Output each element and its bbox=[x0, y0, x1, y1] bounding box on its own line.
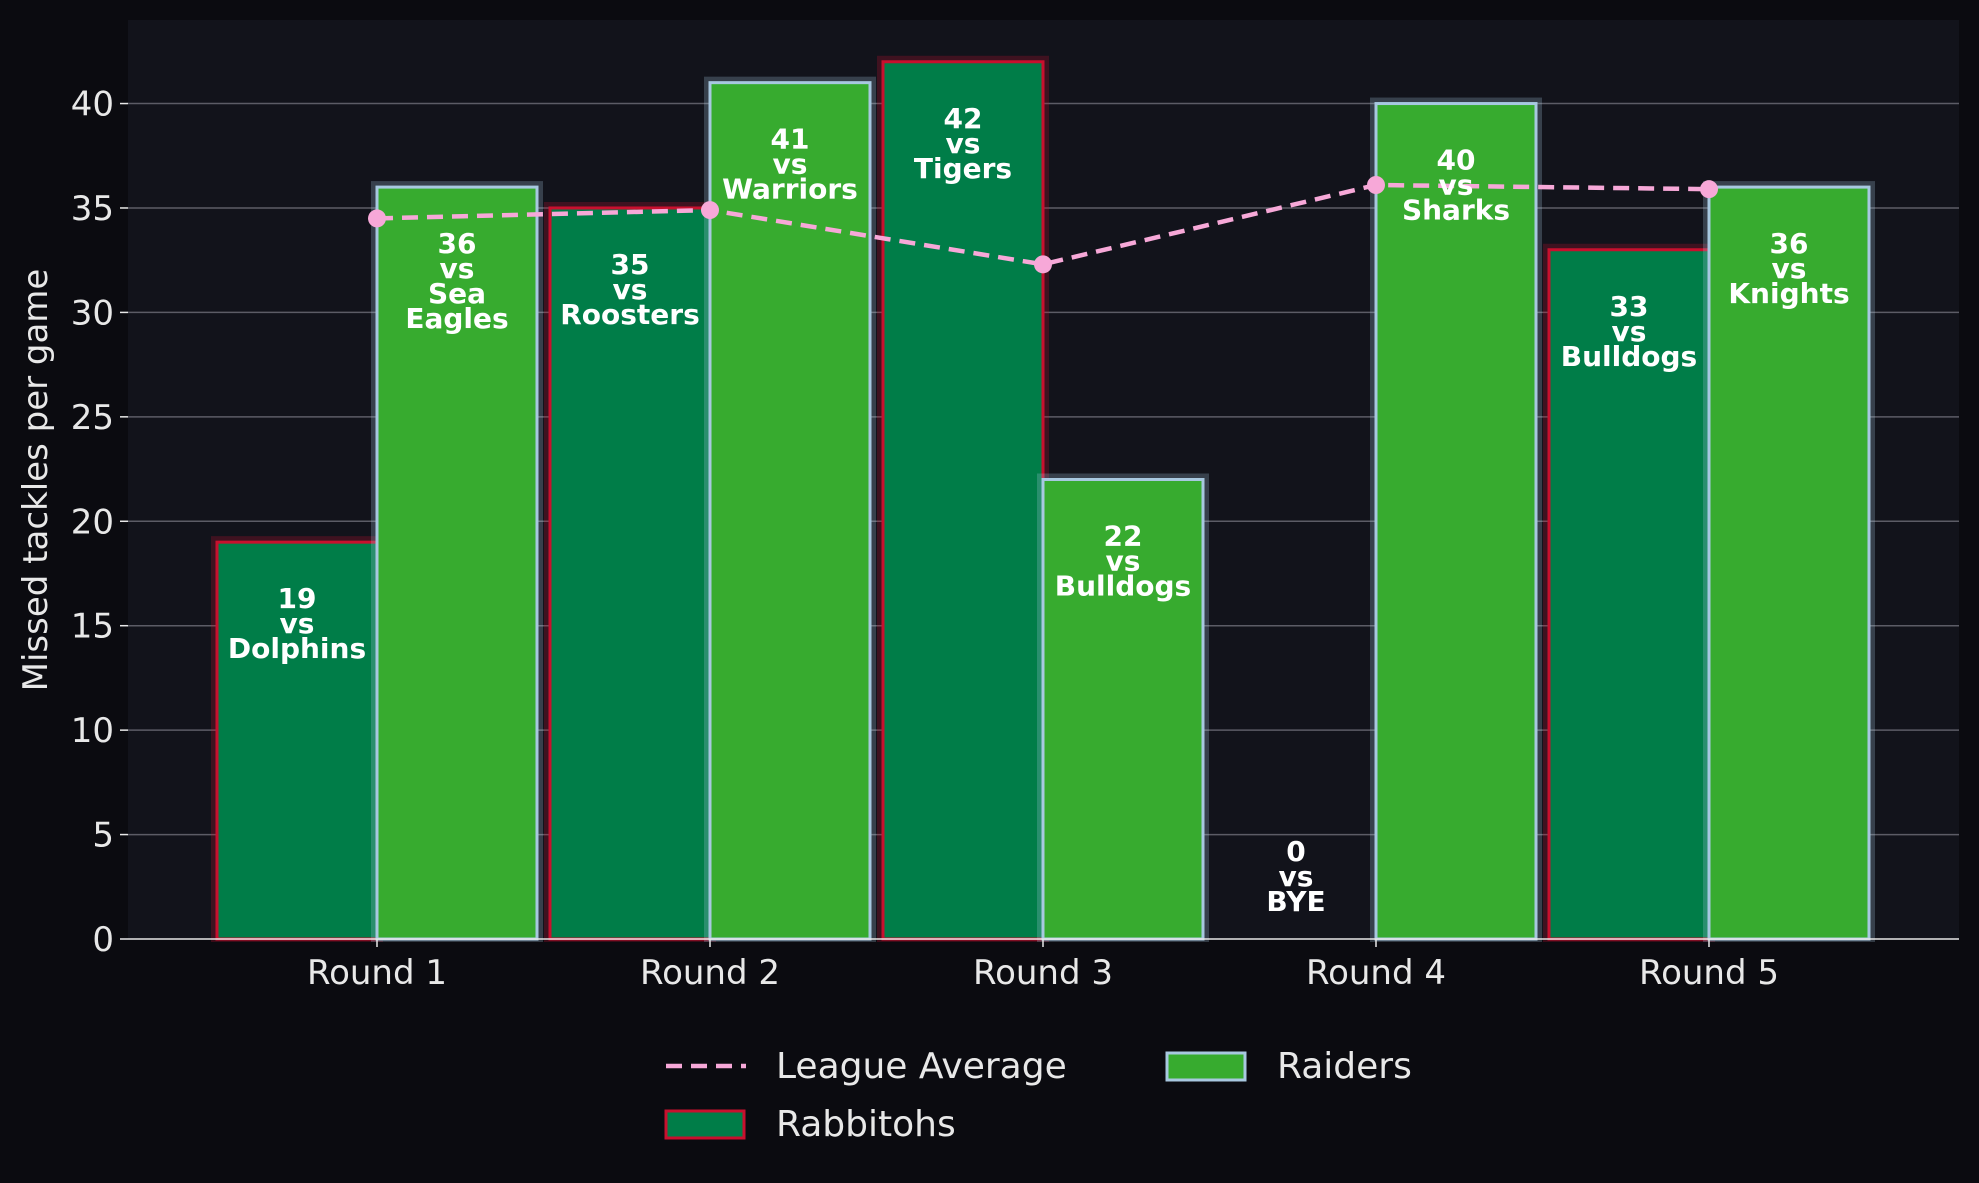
bar-label-line: Eagles bbox=[405, 302, 508, 335]
bar-label-line: Tigers bbox=[914, 152, 1012, 185]
x-tick-label: Round 1 bbox=[307, 953, 447, 993]
bar-label-line: Warriors bbox=[722, 173, 858, 206]
y-tick-label: 20 bbox=[71, 502, 114, 542]
bar-label: 40 vs Sharks bbox=[1402, 144, 1510, 227]
bar-label-line: vs bbox=[1106, 545, 1141, 578]
bar-raiders-round-4 bbox=[1374, 102, 1538, 941]
x-tick-label: Round 3 bbox=[973, 953, 1113, 993]
bar-label-line: 19 bbox=[278, 582, 317, 615]
y-tick-label: 10 bbox=[71, 711, 114, 751]
legend-label: Rabbitohs bbox=[776, 1104, 956, 1145]
bar-label: 35 vs Roosters bbox=[560, 248, 700, 331]
bar-raiders-round-2 bbox=[708, 81, 872, 941]
x-tick-label: Round 5 bbox=[1639, 953, 1779, 993]
axes: 0 5 10 15 20 25 30 35 40 Round 1 Round 2 Round 3 Rou… bbox=[71, 85, 1959, 993]
bar-label-line: vs bbox=[773, 148, 808, 181]
bar-label: 36 vs Sea Eagles bbox=[405, 227, 508, 335]
bar-label: 36 vs Knights bbox=[1728, 227, 1849, 310]
bar-label-line: 36 bbox=[1770, 227, 1809, 260]
legend-patch-swatch bbox=[1165, 1051, 1247, 1082]
league-average-point bbox=[701, 201, 719, 220]
bar-label-line: vs bbox=[1772, 252, 1807, 285]
bar-label-line: Dolphins bbox=[228, 632, 366, 665]
legend-item-league-average: League Average bbox=[666, 1046, 1067, 1087]
legend-label: League Average bbox=[776, 1046, 1067, 1087]
bar-label-line: vs bbox=[1279, 860, 1314, 893]
legend: League Average Raiders Rabbitohs bbox=[664, 1046, 1412, 1145]
bar-label-line: Roosters bbox=[560, 298, 700, 331]
bar-label-line: Bulldogs bbox=[1561, 340, 1697, 373]
legend-patch-swatch bbox=[664, 1109, 746, 1140]
bar-label: 33 vs Bulldogs bbox=[1561, 290, 1697, 373]
bar-label: 22 vs Bulldogs bbox=[1055, 520, 1191, 603]
bar-label-line: Knights bbox=[1728, 277, 1849, 310]
bar-label-line: 35 bbox=[611, 248, 650, 281]
bar-label-line: BYE bbox=[1266, 885, 1325, 918]
bar-label: 0 vs BYE bbox=[1266, 835, 1325, 918]
bar-raiders-round-5 bbox=[1707, 185, 1871, 941]
legend-item-raiders: Raiders bbox=[1165, 1046, 1412, 1087]
league-average-point bbox=[368, 209, 386, 228]
bar-label-line: 22 bbox=[1104, 520, 1143, 553]
bar-label: 41 vs Warriors bbox=[722, 123, 858, 206]
league-average-point bbox=[1367, 176, 1385, 195]
bar-label-line: 42 bbox=[944, 102, 983, 135]
bar-label-line: Sea bbox=[428, 277, 486, 310]
y-tick-label: 30 bbox=[71, 293, 114, 333]
y-tick-label: 35 bbox=[71, 189, 114, 229]
bar-label-line: vs bbox=[1439, 169, 1474, 202]
bar-label-line: Sharks bbox=[1402, 194, 1510, 227]
bar-label-line: vs bbox=[1612, 315, 1647, 348]
bar-rabbitohs-round-3 bbox=[881, 60, 1045, 941]
x-tick-label: Round 4 bbox=[1306, 953, 1446, 993]
y-tick-label: 40 bbox=[71, 85, 114, 125]
bar-raiders-round-3 bbox=[1041, 478, 1205, 941]
bar-label: 19 vs Dolphins bbox=[228, 582, 366, 665]
x-tick-label: Round 2 bbox=[640, 953, 780, 993]
y-tick-label: 25 bbox=[71, 398, 114, 438]
bar-label-line: 36 bbox=[438, 227, 477, 260]
league-average-point bbox=[1700, 180, 1718, 199]
league-average-line bbox=[368, 176, 1718, 274]
bar-label: 42 vs Tigers bbox=[914, 102, 1012, 185]
bar-label-line: 41 bbox=[771, 123, 810, 156]
y-axis-label: Missed tackles per game bbox=[16, 269, 56, 692]
legend-label: Raiders bbox=[1277, 1046, 1412, 1087]
bar-label-line: vs bbox=[280, 607, 315, 640]
y-tick-label: 5 bbox=[92, 816, 114, 856]
bar-label-line: vs bbox=[613, 273, 648, 306]
bar-raiders-round-1 bbox=[375, 185, 539, 941]
bar-label-line: 40 bbox=[1437, 144, 1476, 177]
bar-rabbitohs-round-1 bbox=[215, 540, 379, 941]
y-tick-label: 0 bbox=[92, 920, 114, 960]
bar-label-line: vs bbox=[946, 127, 981, 160]
league-average-point bbox=[1034, 255, 1052, 274]
bar-label-line: 0 bbox=[1286, 835, 1305, 868]
bar-label-line: 33 bbox=[1610, 290, 1649, 323]
legend-item-rabbitohs: Rabbitohs bbox=[664, 1104, 956, 1145]
bar-label-line: Bulldogs bbox=[1055, 570, 1191, 603]
y-tick-label: 15 bbox=[71, 607, 114, 647]
bar-label-line: vs bbox=[440, 252, 475, 285]
